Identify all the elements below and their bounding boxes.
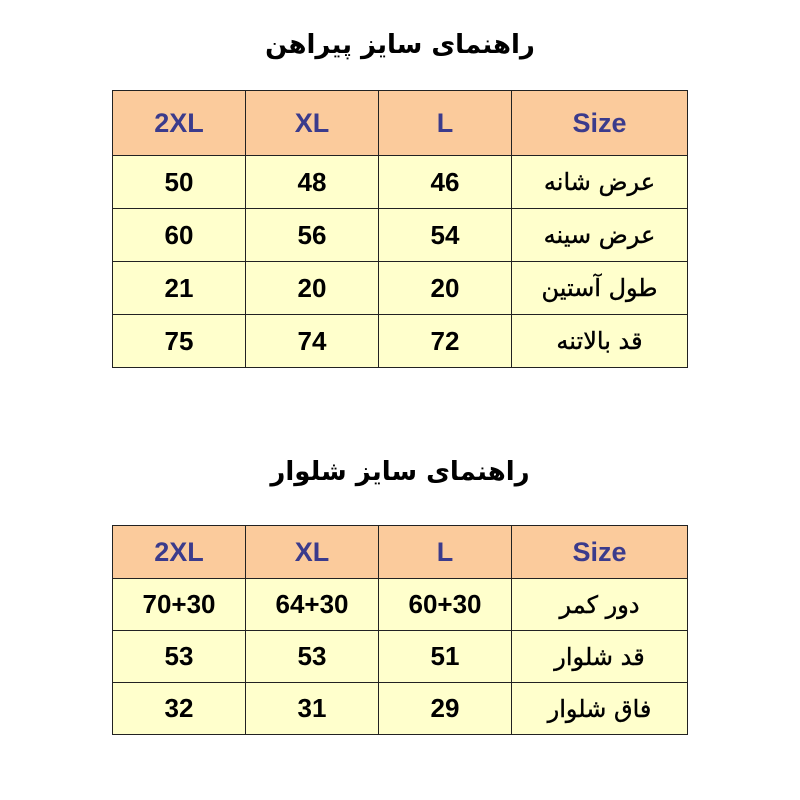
shirt-size-title: راهنمای سایز پیراهن [265,30,535,60]
value-cell: 53 [112,630,246,683]
value-cell: 29 [378,682,512,735]
value-cell: 48 [245,155,379,209]
table-header-row: Size L XL 2XL [112,525,688,579]
table-row: عرض سینه 54 56 60 [112,208,688,262]
value-cell: 21 [112,261,246,315]
value-cell: 51 [378,630,512,683]
value-cell: 53 [245,630,379,683]
header-cell: Size [511,525,688,579]
header-cell: L [378,525,512,579]
table-row: فاق شلوار 29 31 32 [112,682,688,735]
header-cell: 2XL [112,90,246,156]
header-cell: 2XL [112,525,246,579]
value-cell: 31 [245,682,379,735]
table-row: قد بالاتنه 72 74 75 [112,314,688,368]
value-cell: 74 [245,314,379,368]
table-row: دور کمر 60+30 64+30 70+30 [112,578,688,631]
header-cell: XL [245,525,379,579]
value-cell: 20 [245,261,379,315]
value-cell: 60 [112,208,246,262]
table-row: قد شلوار 51 53 53 [112,630,688,683]
value-cell: 75 [112,314,246,368]
table-row: طول آستین 20 20 21 [112,261,688,315]
pants-size-title: راهنمای سایز شلوار [270,457,530,487]
row-label: دور کمر [511,578,688,631]
table-header-row: Size L XL 2XL [112,90,688,156]
shirt-size-table: Size L XL 2XL عرض شانه 46 48 50 عرض سینه 54 56… [112,90,688,368]
row-label: قد شلوار [511,630,688,683]
header-cell: L [378,90,512,156]
row-label: طول آستین [511,261,688,315]
value-cell: 50 [112,155,246,209]
value-cell: 56 [245,208,379,262]
value-cell: 64+30 [245,578,379,631]
value-cell: 54 [378,208,512,262]
value-cell: 60+30 [378,578,512,631]
table-row: عرض شانه 46 48 50 [112,155,688,209]
value-cell: 32 [112,682,246,735]
pants-size-table: Size L XL 2XL دور کمر 60+30 64+30 70+30 قد ش… [112,525,688,735]
row-label: عرض شانه [511,155,688,209]
row-label: فاق شلوار [511,682,688,735]
value-cell: 20 [378,261,512,315]
value-cell: 70+30 [112,578,246,631]
value-cell: 46 [378,155,512,209]
value-cell: 72 [378,314,512,368]
header-cell: XL [245,90,379,156]
row-label: قد بالاتنه [511,314,688,368]
header-cell: Size [511,90,688,156]
row-label: عرض سینه [511,208,688,262]
